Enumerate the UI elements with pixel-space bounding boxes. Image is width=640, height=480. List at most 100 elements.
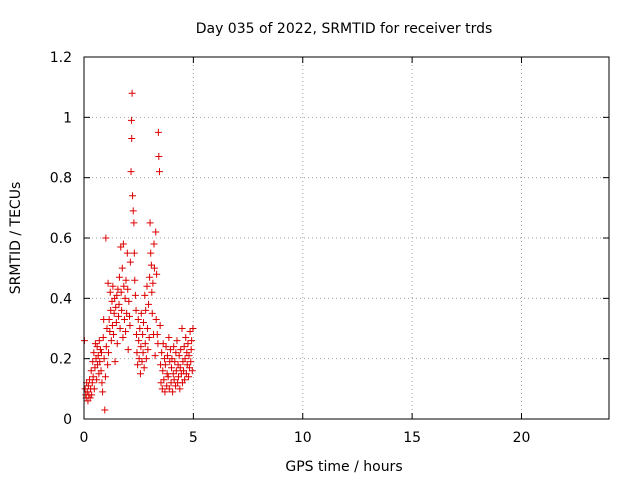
data-point: [182, 334, 190, 342]
data-point: [136, 325, 144, 332]
data-point: [128, 134, 136, 142]
data-point: [180, 367, 188, 375]
data-point: [142, 306, 150, 314]
data-point: [170, 376, 178, 384]
y-axis-label: SRMTID / TECUs: [8, 182, 24, 295]
data-point: [176, 385, 184, 393]
data-point: [167, 379, 175, 387]
data-point: [150, 240, 158, 248]
data-point: [166, 346, 174, 354]
data-point: [111, 358, 119, 366]
data-point: [126, 258, 134, 266]
data-point: [124, 346, 132, 354]
data-point: [185, 364, 193, 372]
data-point: [175, 352, 183, 360]
data-point: [115, 312, 123, 320]
data-point: [143, 282, 151, 290]
data-point: [99, 388, 107, 396]
data-point: [125, 297, 133, 305]
data-point: [155, 153, 163, 161]
data-point: [99, 334, 107, 342]
data-point: [161, 355, 168, 363]
data-point: [184, 340, 192, 348]
data-point: [148, 288, 156, 296]
data-point: [101, 373, 109, 381]
data-point: [153, 331, 161, 339]
data-point: [101, 406, 109, 414]
axis-ticks: 0 5 10 15 20 0 0.2 0.4 0.6 0.8 1 1.2: [50, 50, 609, 446]
data-point: [147, 249, 155, 257]
data-point: [133, 331, 140, 339]
data-point: [96, 358, 104, 366]
x-tick-label: 20: [513, 430, 531, 446]
data-point: [177, 346, 185, 354]
data-point: [185, 373, 193, 381]
data-point: [119, 334, 127, 342]
data-point: [105, 349, 112, 357]
x-tick-label: 10: [294, 430, 312, 446]
y-tick-label: 1: [63, 110, 72, 126]
x-axis-label: GPS time / hours: [285, 459, 402, 475]
data-point: [148, 309, 156, 317]
data-point: [161, 388, 169, 396]
data-point: [189, 325, 197, 332]
data-point: [104, 279, 112, 287]
data-point: [136, 370, 144, 378]
data-point: [102, 234, 110, 242]
data-point: [129, 192, 137, 200]
data-point: [105, 315, 113, 323]
data-point: [159, 367, 167, 375]
data-point: [118, 306, 126, 314]
data-point: [128, 89, 136, 97]
data-point: [142, 355, 150, 363]
data-point: [175, 373, 182, 381]
data-point: [188, 367, 196, 375]
data-point: [90, 349, 98, 357]
data-point: [126, 321, 134, 329]
y-tick-label: 0.2: [50, 352, 72, 368]
data-point: [169, 388, 177, 396]
data-point: [131, 291, 139, 299]
data-point: [119, 240, 127, 248]
data-point: [121, 294, 129, 302]
data-point: [118, 264, 126, 272]
data-point: [102, 343, 110, 351]
data-point: [168, 355, 176, 363]
data-point: [109, 282, 117, 290]
data-point: [110, 309, 118, 317]
data-point: [106, 328, 114, 336]
data-point: [110, 331, 118, 339]
data-point: [157, 379, 165, 387]
data-point: [171, 358, 179, 366]
data-point: [144, 346, 152, 354]
data-point: [158, 349, 166, 357]
data-point: [132, 306, 140, 314]
data-point: [100, 355, 108, 363]
data-point: [117, 288, 125, 296]
y-tick-label: 0.6: [50, 231, 72, 247]
data-point: [164, 373, 172, 381]
data-point: [146, 273, 154, 281]
data-point: [115, 300, 123, 308]
data-point: [104, 361, 112, 369]
data-point: [93, 376, 101, 384]
data-point: [90, 385, 98, 393]
data-point: [181, 376, 189, 384]
data-point: [133, 349, 141, 357]
data-point: [114, 285, 122, 293]
data-point: [116, 325, 124, 332]
data-point: [89, 358, 97, 366]
data-point: [96, 346, 104, 354]
data-point: [172, 349, 180, 357]
data-point: [185, 352, 193, 360]
data-point: [83, 388, 91, 396]
data-point: [87, 367, 95, 375]
data-point: [169, 370, 177, 378]
data-point: [186, 328, 194, 336]
data-point: [95, 337, 103, 345]
data-point: [163, 370, 171, 378]
y-tick-label: 0.8: [50, 171, 72, 187]
data-point: [113, 340, 121, 348]
data-point: [85, 376, 93, 384]
data-point: [170, 343, 178, 351]
